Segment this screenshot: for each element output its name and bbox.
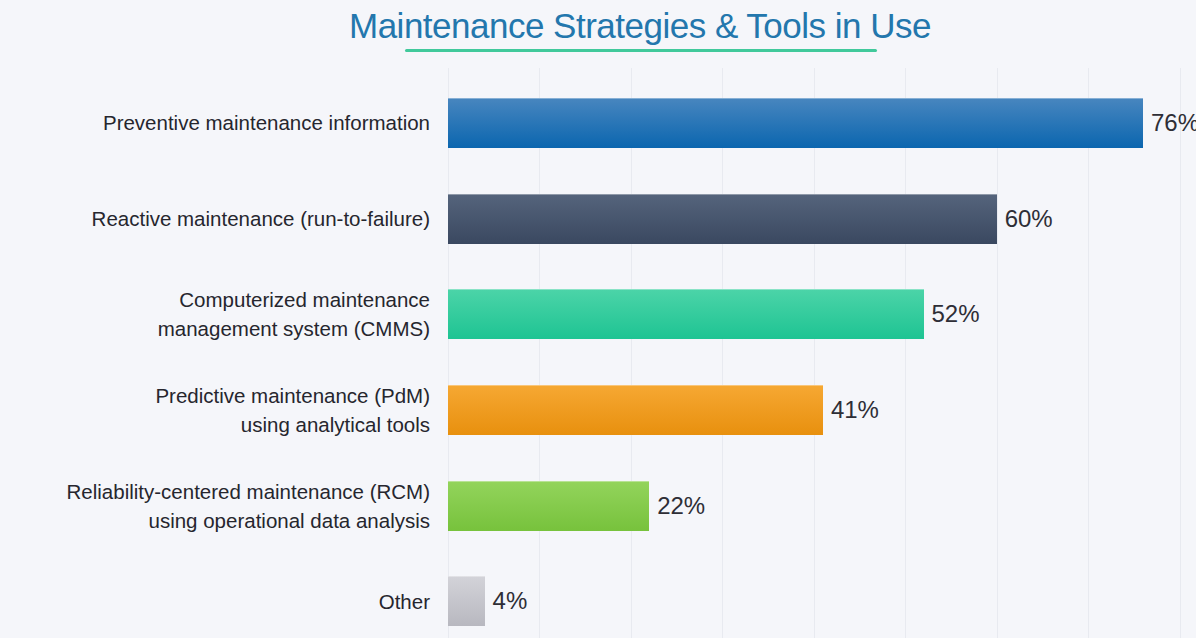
chart-row: Predictive maintenance (PdM)using analyt… [0, 362, 1196, 458]
value-label: 52% [932, 289, 980, 339]
bar [448, 576, 485, 626]
bar-chart: Preventive maintenance information 76% Rea… [0, 68, 1196, 638]
bar [448, 481, 649, 531]
bar-rows: Preventive maintenance information 76% Rea… [0, 75, 1196, 638]
bar [448, 385, 823, 435]
value-label: 60% [1005, 194, 1053, 244]
chart-row: Preventive maintenance information 76% [0, 75, 1196, 171]
value-label: 41% [831, 385, 879, 435]
bar [448, 289, 924, 339]
chart-row: Reactive maintenance (run-to-failure) 60% [0, 171, 1196, 267]
chart-header: Maintenance Strategies & Tools in Use [0, 0, 1196, 68]
category-label: Other [0, 587, 448, 616]
category-label: Reliability-centered maintenance (RCM)us… [0, 477, 448, 535]
value-label: 76% [1151, 98, 1196, 148]
title-underline [405, 49, 877, 52]
value-label: 22% [657, 481, 705, 531]
bar-track: 4% [448, 576, 1196, 626]
chart-title: Maintenance Strategies & Tools in Use [0, 0, 1196, 46]
chart-row: Other 4% [0, 553, 1196, 638]
bar-track: 41% [448, 385, 1196, 435]
bar-track: 76% [448, 98, 1196, 148]
category-label: Predictive maintenance (PdM)using analyt… [0, 381, 448, 439]
bar [448, 98, 1143, 148]
category-label: Reactive maintenance (run-to-failure) [0, 204, 448, 233]
value-label: 4% [493, 576, 528, 626]
bar-track: 22% [448, 481, 1196, 531]
bar [448, 194, 997, 244]
chart-row: Computerized maintenancemanagement syste… [0, 266, 1196, 362]
chart-row: Reliability-centered maintenance (RCM)us… [0, 458, 1196, 554]
bar-track: 52% [448, 289, 1196, 339]
category-label: Preventive maintenance information [0, 108, 448, 137]
category-label: Computerized maintenancemanagement syste… [0, 285, 448, 343]
bar-track: 60% [448, 194, 1196, 244]
